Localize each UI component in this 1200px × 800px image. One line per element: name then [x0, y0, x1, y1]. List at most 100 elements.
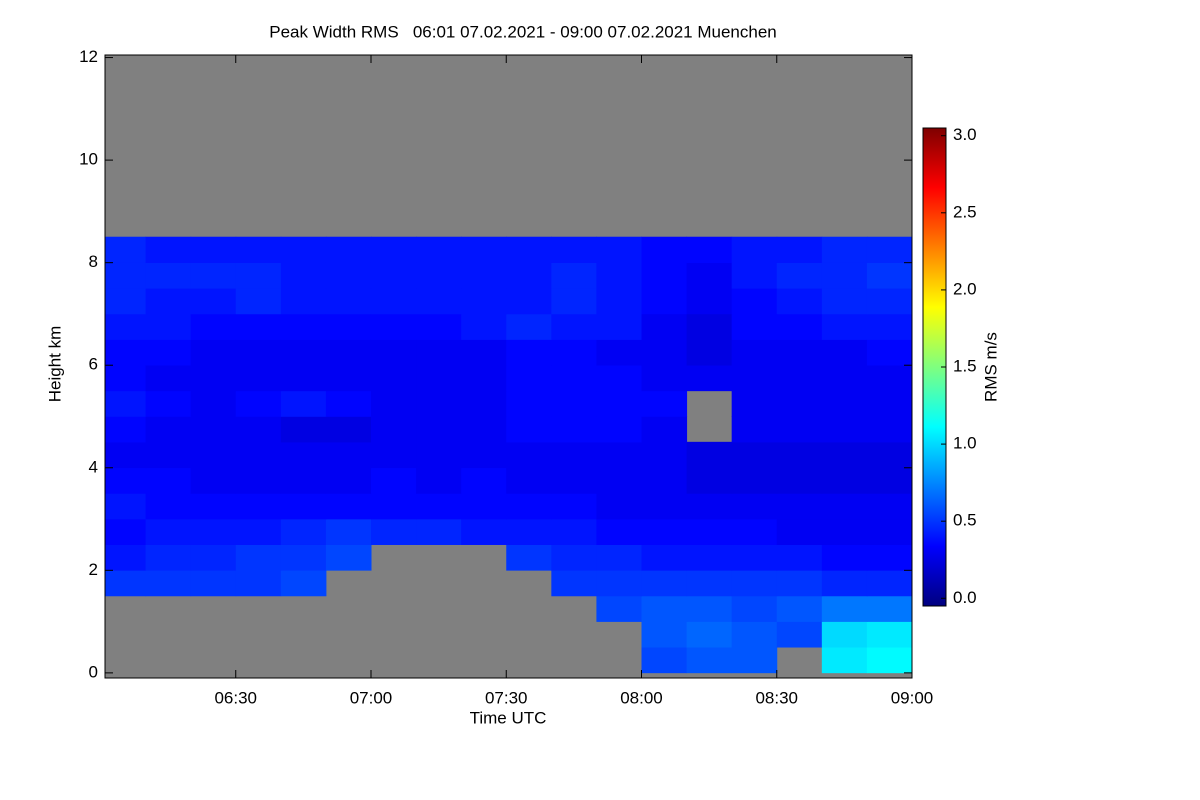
heatmap-cell	[190, 288, 237, 315]
heatmap-cell	[370, 364, 417, 392]
y-tick-label: 12	[79, 47, 98, 66]
heatmap-cell	[776, 262, 823, 289]
plot-frame	[104, 54, 913, 679]
heatmap-cell	[641, 339, 688, 366]
heatmap-cell	[280, 262, 327, 289]
heatmap-cell	[190, 262, 237, 289]
heatmap-cell	[641, 364, 688, 392]
heatmap-cell	[821, 416, 868, 443]
heatmap-cell	[731, 544, 778, 571]
heatmap-cell	[190, 544, 237, 571]
colorbar-title: RMS m/s	[981, 332, 1000, 402]
heatmap-cell	[731, 518, 778, 545]
heatmap-cell	[731, 236, 778, 263]
heatmap-cell	[235, 467, 282, 494]
heatmap-cell	[731, 570, 778, 597]
heatmap-cell	[325, 544, 372, 571]
heatmap-cell	[821, 544, 868, 571]
colorbar-tick-label: 2.0	[953, 279, 977, 298]
heatmap-cell	[370, 518, 417, 545]
heatmap-cell	[145, 416, 192, 443]
heatmap-cell	[551, 570, 597, 597]
heatmap-cell	[596, 390, 642, 417]
colorbar-tick-label: 3.0	[953, 125, 977, 144]
heatmap-cell	[280, 544, 327, 571]
heatmap-cell	[105, 544, 147, 571]
heatmap-cell	[280, 416, 327, 443]
heatmap-cell	[641, 467, 688, 494]
heatmap-cell	[105, 288, 147, 315]
heatmap-cell	[105, 339, 147, 366]
heatmap-cell	[280, 493, 327, 520]
y-tick-label: 0	[89, 662, 98, 681]
heatmap-cell	[416, 467, 462, 494]
heatmap-cell	[325, 236, 372, 263]
heatmap-cell	[235, 544, 282, 571]
heatmap-cell	[821, 288, 868, 315]
heatmap-cell	[506, 416, 552, 443]
heatmap-cell	[641, 518, 688, 545]
heatmap-cell	[370, 467, 417, 494]
heatmap-cell	[866, 236, 913, 263]
colorbar-tick-label: 0.5	[953, 511, 977, 530]
heatmap-cell	[596, 544, 642, 571]
heatmap-cell	[686, 493, 733, 520]
heatmap-cell	[686, 621, 733, 648]
heatmap-cell	[821, 441, 868, 469]
heatmap-cell	[190, 518, 237, 545]
heatmap-cell	[370, 441, 417, 469]
heatmap-cell	[551, 467, 597, 494]
heatmap-cell	[416, 518, 462, 545]
heatmap-cell	[416, 339, 462, 366]
heatmap-cell	[551, 236, 597, 263]
heatmap-cell	[731, 595, 778, 622]
heatmap-cell	[145, 570, 192, 597]
heatmap-cell	[280, 288, 327, 315]
heatmap-cell	[776, 390, 823, 417]
x-tick-label: 07:00	[350, 688, 393, 707]
heatmap-cell	[596, 518, 642, 545]
heatmap-cell	[325, 493, 372, 520]
heatmap-cell	[145, 441, 192, 469]
heatmap-cell	[280, 570, 327, 597]
heatmap-cell	[235, 288, 282, 315]
heatmap-cell	[686, 339, 733, 366]
heatmap-cell	[506, 288, 552, 315]
heatmap-cell	[866, 493, 913, 520]
heatmap-cell	[686, 236, 733, 263]
heatmap-cell	[145, 518, 192, 545]
heatmap-cell	[866, 646, 913, 674]
heatmap-cell	[686, 467, 733, 494]
heatmap-cell	[145, 288, 192, 315]
heatmap-cell	[235, 493, 282, 520]
heatmap-cell	[105, 493, 147, 520]
heatmap-cell	[325, 467, 372, 494]
heatmap-cell	[461, 518, 507, 545]
heatmap-cell	[551, 339, 597, 366]
heatmap-cell	[461, 416, 507, 443]
x-tick-label: 09:00	[891, 688, 934, 707]
heatmap-cell	[866, 364, 913, 392]
heatmap-cell	[776, 288, 823, 315]
heatmap-cell	[105, 570, 147, 597]
heatmap-cell	[370, 288, 417, 315]
heatmap-cell	[280, 364, 327, 392]
heatmap-cell	[325, 441, 372, 469]
heatmap-cell	[325, 390, 372, 417]
heatmap-cell	[596, 416, 642, 443]
heatmap-cell	[280, 390, 327, 417]
heatmap-cell	[190, 364, 237, 392]
heatmap-cell	[235, 313, 282, 340]
heatmap-cell	[641, 416, 688, 443]
heatmap-cell	[731, 390, 778, 417]
heatmap-cell	[105, 416, 147, 443]
heatmap-cell	[105, 467, 147, 494]
heatmap-cell	[731, 441, 778, 469]
heatmap-cell	[821, 364, 868, 392]
heatmap-cell	[506, 313, 552, 340]
heatmap-cell	[551, 390, 597, 417]
heatmap-cell	[280, 441, 327, 469]
heatmap-cell	[416, 236, 462, 263]
heatmap-cell	[596, 288, 642, 315]
heatmap-cell	[235, 416, 282, 443]
